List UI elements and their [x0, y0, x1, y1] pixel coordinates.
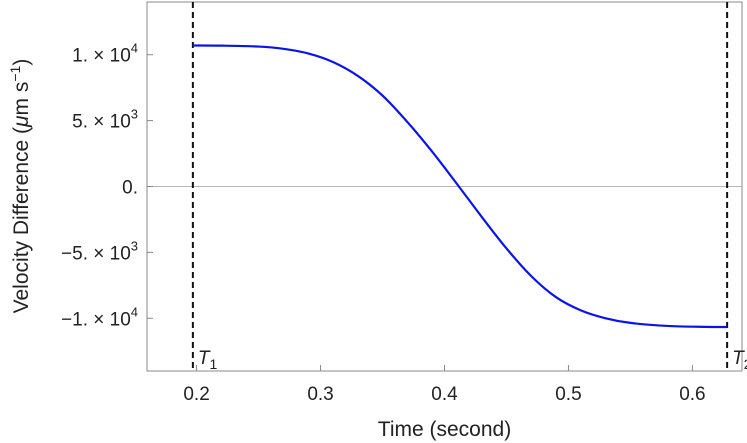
- y-tick-label-2: 0.: [122, 178, 138, 199]
- y-tick-label-1: 5. × 103: [72, 107, 138, 133]
- y-axis-title: Velocity Difference (μm s−1): [7, 59, 33, 314]
- x-axis-title: Time (second): [378, 418, 511, 441]
- x-tick-label-2: 0.4: [431, 384, 458, 405]
- series-line-0: [192, 44, 728, 329]
- x-tick-label-1: 0.3: [307, 384, 333, 405]
- marker-label-1: T2: [732, 348, 747, 372]
- series-layer: [192, 44, 728, 329]
- x-axis-ticks: 0.2 0.3 0.4 0.5 0.6: [183, 365, 706, 405]
- y-axis-title-exponent: −1: [7, 65, 23, 81]
- marker-label-0: T1: [198, 348, 218, 372]
- y-axis-ticks: 1. × 104 5. × 103 0. −5. × 103 −1. × 104: [61, 41, 153, 330]
- y-axis-title-base: Velocity Difference (: [10, 127, 33, 313]
- y-tick-label-0: 1. × 104: [72, 41, 138, 67]
- y-tick-label-4: −1. × 104: [61, 304, 138, 330]
- y-tick-label-3: −5. × 103: [61, 238, 138, 264]
- y-axis-title-unit: m s: [10, 82, 33, 116]
- x-tick-label-4: 0.6: [679, 384, 705, 405]
- x-tick-label-3: 0.5: [555, 384, 581, 405]
- x-tick-label-0: 0.2: [183, 384, 209, 405]
- y-axis-title-mu: μ: [10, 115, 33, 128]
- marker-lines: [191, 2, 729, 371]
- y-axis-title-close: ): [10, 59, 33, 66]
- marker-labels: T1 T2: [198, 348, 747, 372]
